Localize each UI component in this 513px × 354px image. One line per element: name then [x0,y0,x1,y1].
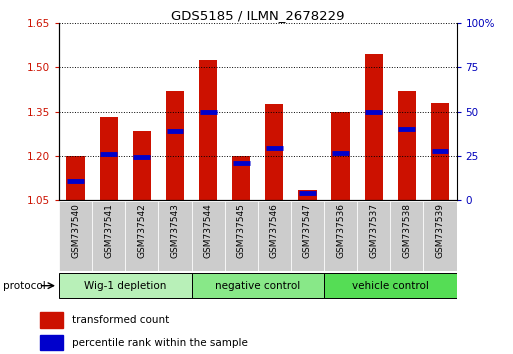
Text: GSM737547: GSM737547 [303,203,312,258]
Title: GDS5185 / ILMN_2678229: GDS5185 / ILMN_2678229 [171,9,345,22]
Bar [431,103,449,200]
Text: GSM737544: GSM737544 [204,203,212,258]
Text: transformed count: transformed count [72,315,169,325]
Bar [159,201,191,271]
Text: GSM737540: GSM737540 [71,203,80,258]
Bar [324,201,357,271]
Bar [232,156,250,200]
Text: GSM737543: GSM737543 [170,203,180,258]
Bar [40,313,63,328]
Text: GSM737537: GSM737537 [369,203,378,258]
Bar [67,156,85,200]
Bar [258,201,291,271]
Text: GSM737546: GSM737546 [270,203,279,258]
Text: vehicle control: vehicle control [352,280,429,291]
Text: protocol: protocol [3,281,45,291]
Bar [291,201,324,271]
Bar [125,201,159,271]
Bar [331,112,350,200]
Text: Wig-1 depletion: Wig-1 depletion [84,280,166,291]
Bar [40,335,63,350]
Bar [324,273,457,298]
Bar [357,201,390,271]
Bar [365,54,383,200]
Bar [191,273,324,298]
Text: GSM737538: GSM737538 [402,203,411,258]
Bar [423,201,457,271]
Text: GSM737539: GSM737539 [436,203,444,258]
Bar [265,104,284,200]
Bar [299,190,317,200]
Bar [398,91,416,200]
Bar [133,131,151,200]
Text: GSM737545: GSM737545 [236,203,246,258]
Text: percentile rank within the sample: percentile rank within the sample [72,337,248,348]
Bar [191,201,225,271]
Text: GSM737541: GSM737541 [104,203,113,258]
Bar [390,201,423,271]
Bar [199,60,217,200]
Text: negative control: negative control [215,280,301,291]
Bar [100,118,118,200]
Bar [92,201,125,271]
Bar [59,201,92,271]
Text: GSM737536: GSM737536 [336,203,345,258]
Bar [225,201,258,271]
Text: GSM737542: GSM737542 [137,203,146,258]
Bar [166,91,184,200]
Bar [59,273,191,298]
